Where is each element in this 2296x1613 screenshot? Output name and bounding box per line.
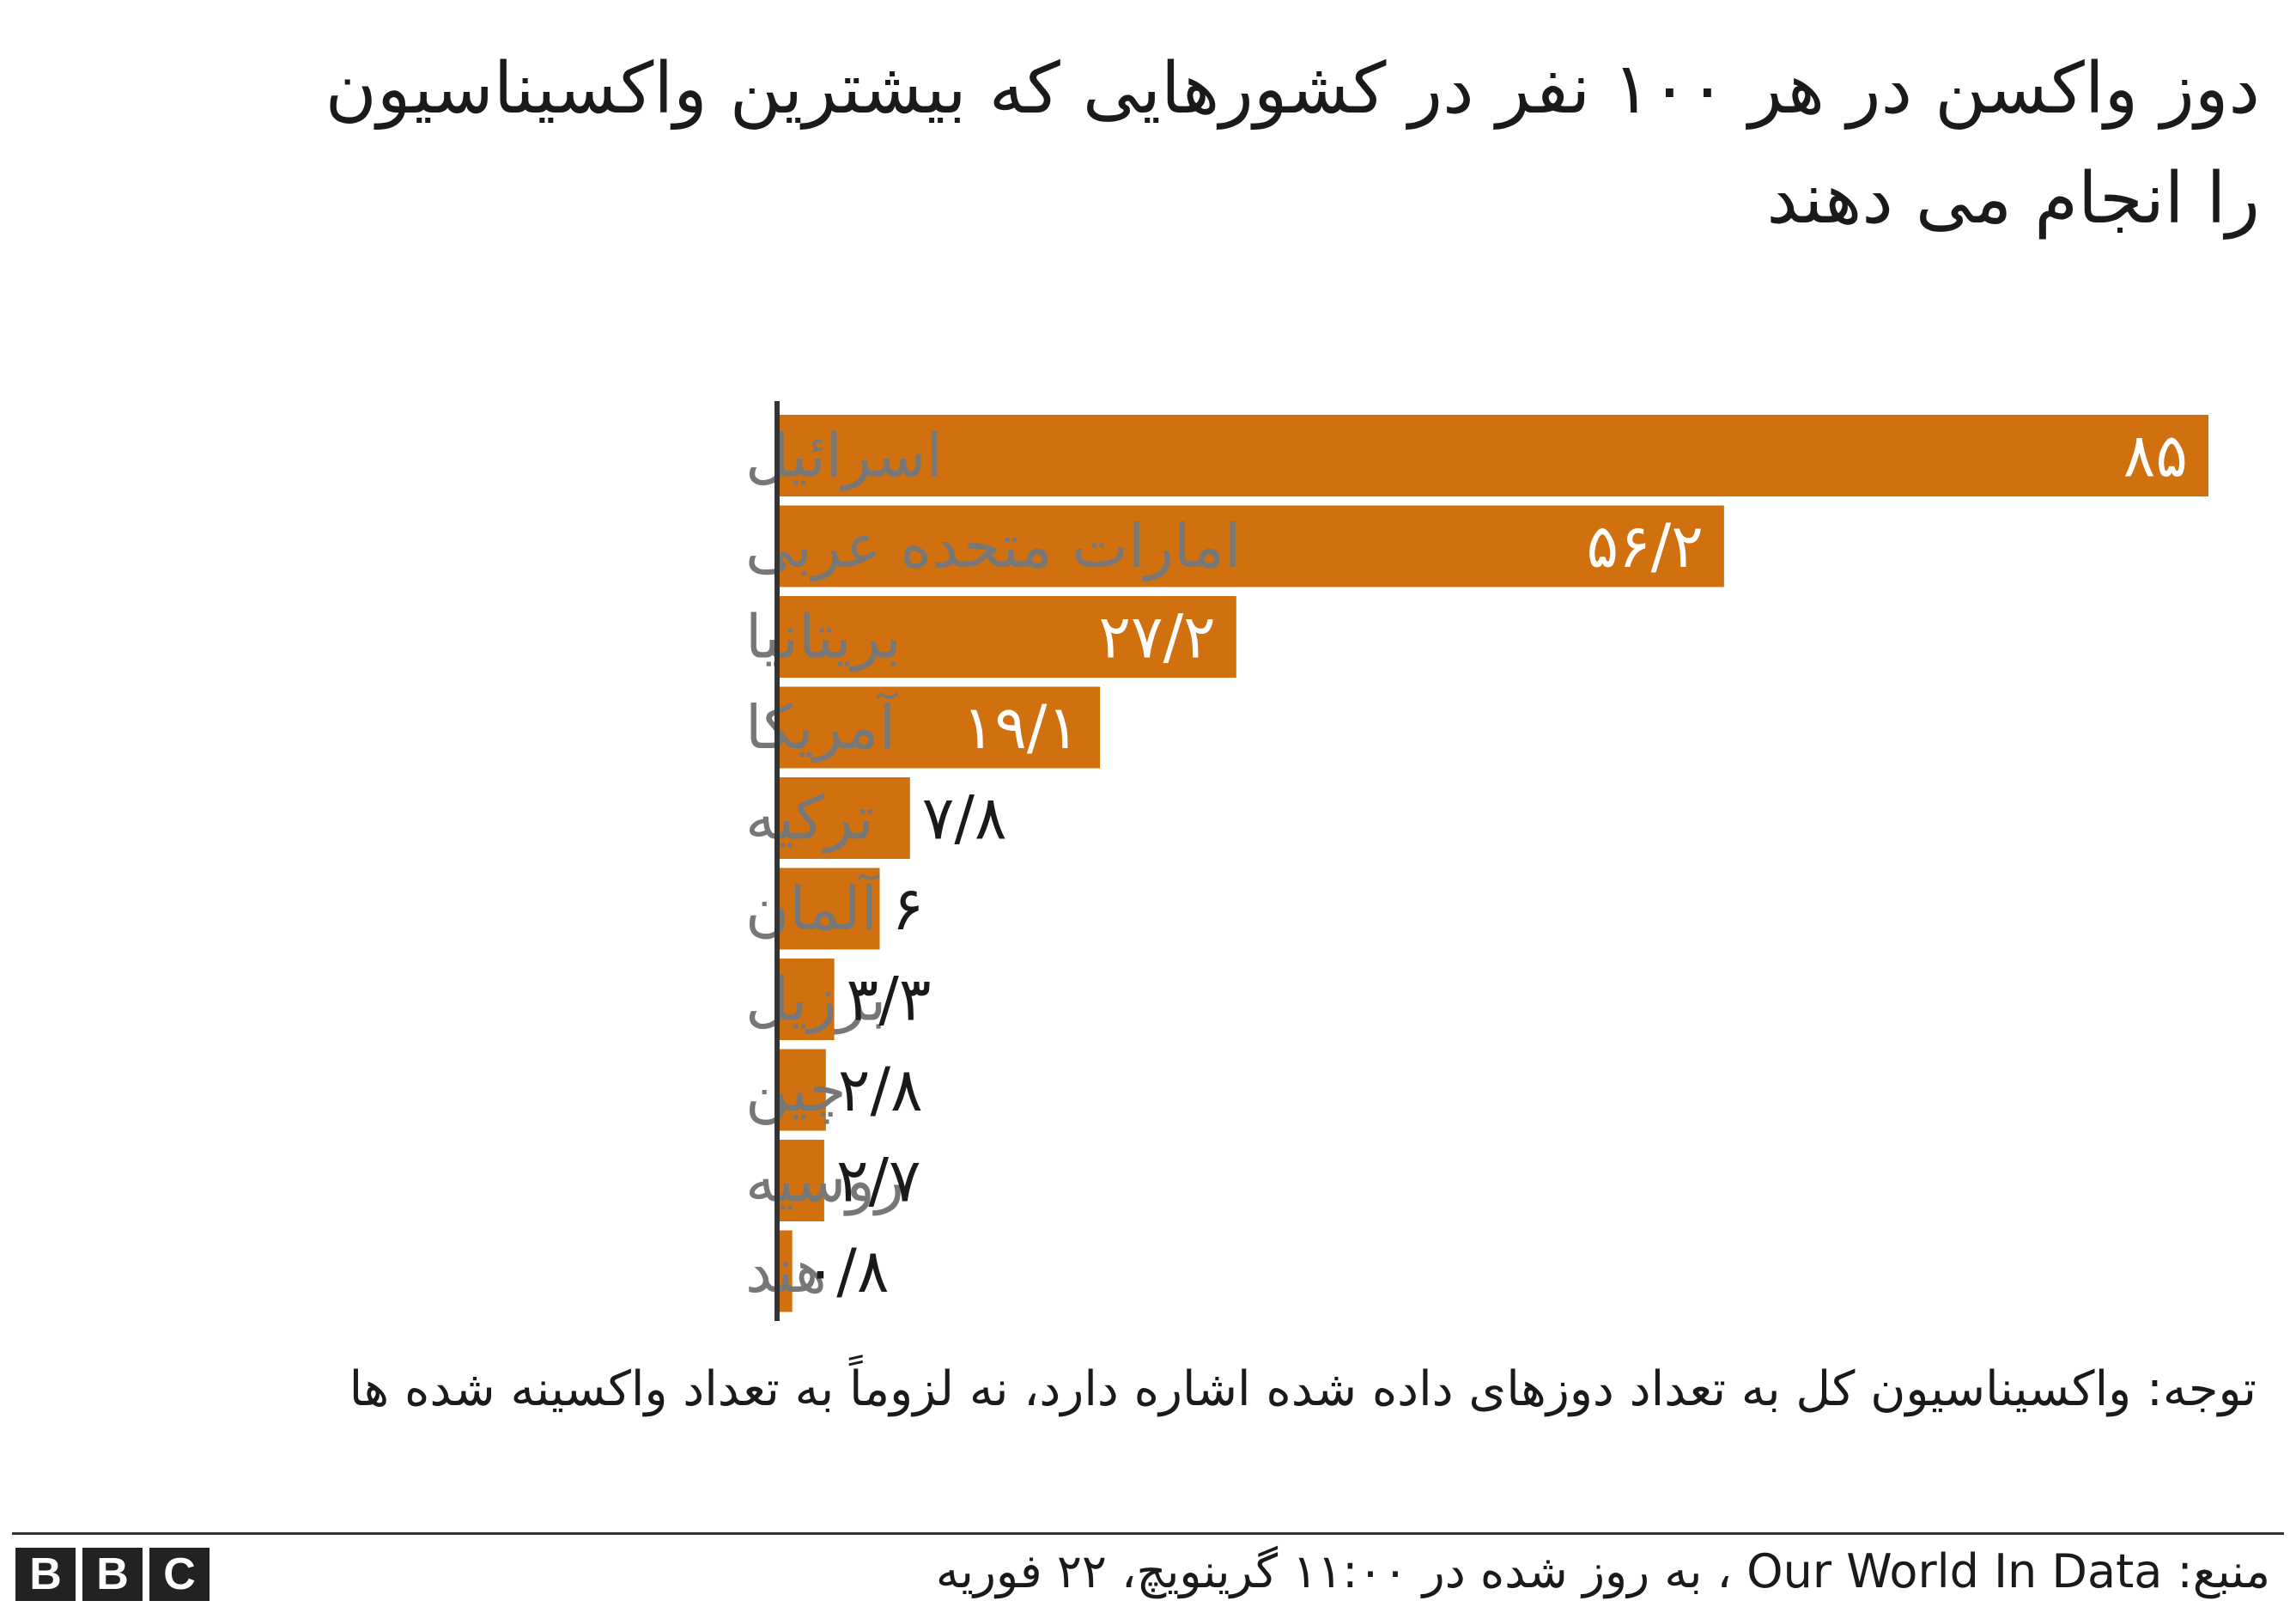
value-label: ۱۹/۱ bbox=[963, 692, 1079, 763]
category-label: بریتانیا bbox=[745, 602, 902, 673]
value-label: ۵۶/۲ bbox=[1586, 511, 1703, 581]
source-text: منبع: Our World In Data ، به روز شده در … bbox=[935, 1544, 2270, 1598]
category-label: آلمان bbox=[745, 873, 881, 944]
bbc-logo-letter: B bbox=[82, 1548, 143, 1601]
bar bbox=[779, 959, 835, 1040]
category-label: روسیه bbox=[745, 1146, 904, 1217]
value-label: ۸۵ bbox=[2123, 421, 2188, 491]
value-label: ۲/۸ bbox=[838, 1055, 923, 1125]
bar bbox=[779, 686, 1101, 769]
value-label: ۲۷/۲ bbox=[1098, 602, 1215, 673]
bbc-logo-letter: C bbox=[149, 1548, 210, 1601]
value-label: ۶ bbox=[892, 873, 925, 944]
bar bbox=[779, 1230, 793, 1312]
category-label: چین bbox=[745, 1055, 847, 1125]
bar bbox=[779, 415, 2208, 496]
value-label: ۷/۸ bbox=[922, 783, 1007, 854]
bbc-logo: B B C bbox=[15, 1548, 210, 1601]
bar bbox=[779, 867, 880, 950]
bar bbox=[779, 1049, 826, 1131]
category-label: برزیل bbox=[745, 965, 886, 1035]
bbc-logo-letter: B bbox=[15, 1548, 76, 1601]
category-label: هند bbox=[745, 1236, 827, 1306]
value-label: ۳/۳ bbox=[847, 965, 932, 1035]
footer-divider bbox=[12, 1532, 2284, 1535]
bar bbox=[779, 1140, 824, 1221]
chart-title: دوز واکسن در هر ۱۰۰ نفر در کشورهایی که ب… bbox=[325, 48, 2260, 240]
value-label: ۲/۷ bbox=[836, 1146, 921, 1216]
chart-note: توجه: واکسیناسیون کل به تعداد دوزهای داد… bbox=[349, 1361, 2257, 1417]
value-label: ۰/۸ bbox=[805, 1236, 890, 1306]
category-label: امارات متحده عربی bbox=[745, 511, 1241, 581]
bar bbox=[779, 505, 1724, 587]
category-label: ترکیه bbox=[745, 783, 874, 854]
bar bbox=[779, 596, 1236, 678]
bar bbox=[779, 777, 910, 859]
category-label: آمریکا bbox=[745, 691, 899, 763]
